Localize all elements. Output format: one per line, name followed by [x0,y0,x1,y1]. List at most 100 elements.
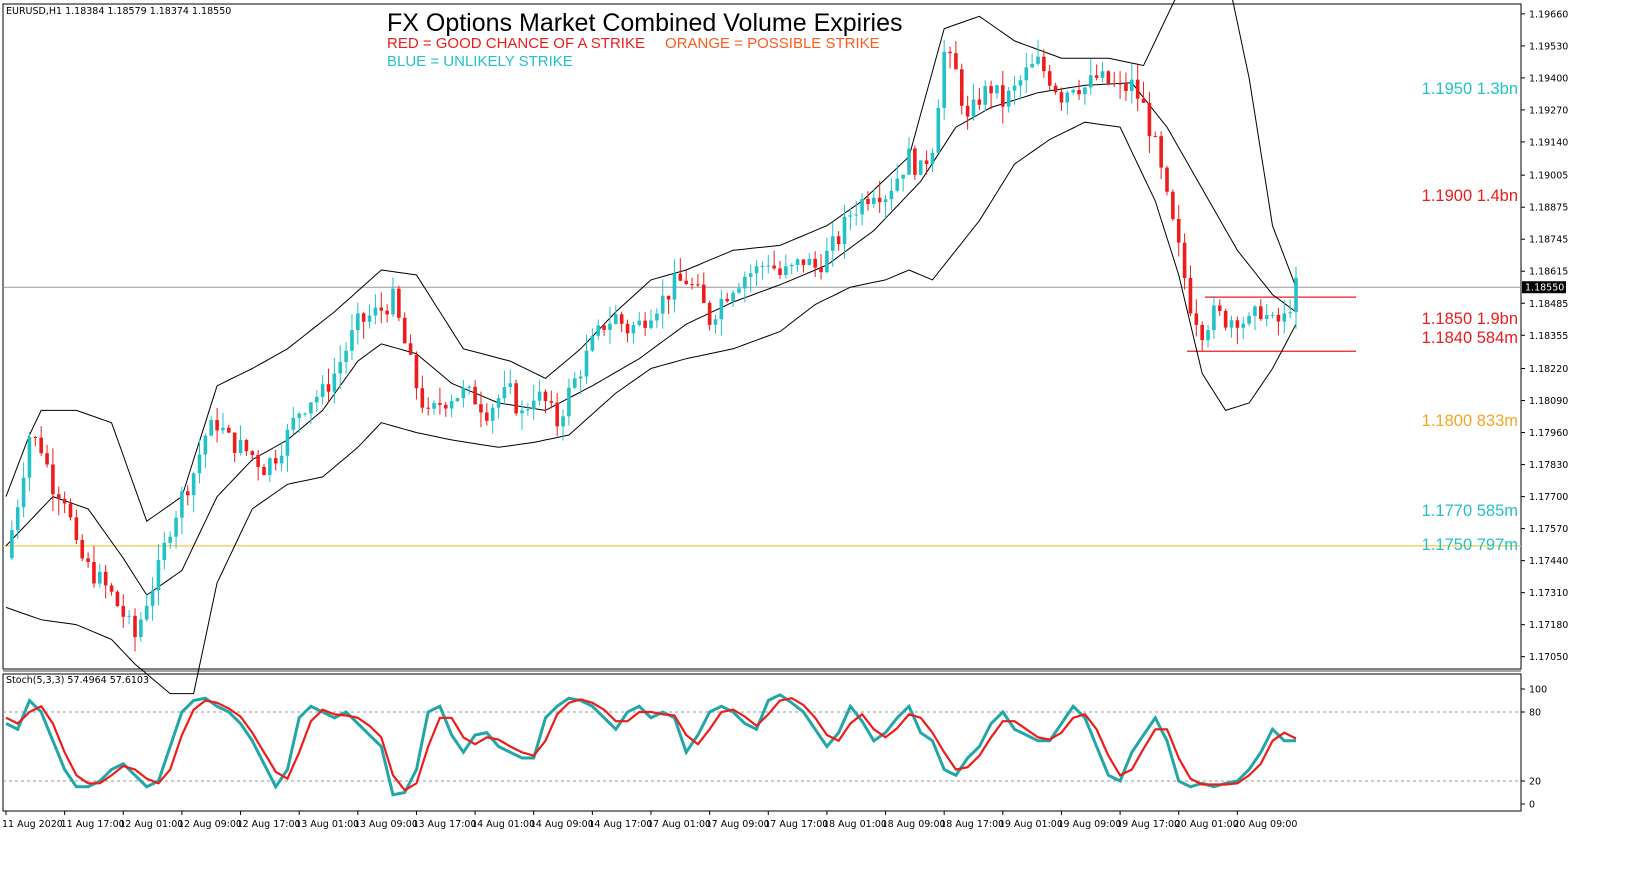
candle [1047,64,1052,90]
candle [913,145,917,180]
candle-body [531,400,536,410]
candle-body [526,409,530,411]
candle [918,160,923,176]
candle [156,544,161,606]
candle [1235,316,1240,345]
candle [68,498,73,521]
candle [713,314,718,334]
candle [297,412,301,434]
y-tick-label: 1.19140 [1529,137,1568,148]
candle [191,471,196,513]
candle-body [168,536,172,543]
candle-body [86,558,90,562]
candlesticks [10,39,1298,652]
candle-body [971,99,976,117]
candle [27,432,32,492]
candle-body [1153,136,1158,138]
legend-red: RED = GOOD CHANCE OF A STRIKE [387,35,645,52]
candle-body [209,420,214,436]
candle [197,439,202,484]
candle [1165,165,1169,196]
candle-body [578,376,583,379]
candle [467,384,472,395]
candle-body [520,410,524,414]
candle-body [1229,320,1234,328]
candle [543,389,548,414]
candle-body [338,362,343,374]
candle-body [1241,323,1246,328]
candle-body [432,403,436,409]
candle-body [1217,305,1222,311]
candle-body [479,404,483,413]
candle [520,400,524,431]
candle-body [273,458,278,464]
candle-body [309,402,313,414]
candle-body [1253,306,1257,316]
candle-body [866,199,870,204]
stoch-panel-frame [2,673,1522,812]
candle-body [713,319,718,325]
candle [350,314,354,361]
candle [1100,62,1105,83]
candle [1024,53,1029,94]
main-panel-frame [2,3,1522,670]
candle [367,304,372,329]
symbol-info: EURUSD,H1 1.18384 1.18579 1.18374 1.1855… [6,6,231,17]
candle [731,290,735,307]
candle [608,307,612,344]
x-tick-label: 14 Aug 17:00 [588,819,652,830]
candle-body [743,276,747,289]
candle [1276,307,1281,336]
candle-body [836,236,841,244]
expiry-label: 1.1770 585m [1422,502,1518,520]
candle [1030,53,1034,69]
candle-body [1059,92,1064,103]
x-tick-label: 20 Aug 09:00 [1233,819,1297,830]
candle [766,254,771,274]
x-tick-label: 14 Aug 01:00 [471,819,535,830]
candle [273,449,278,471]
candle-body [643,320,647,328]
y-tick-label: 1.17050 [1529,652,1568,663]
candle [1223,308,1228,331]
candle [1077,79,1081,100]
candle [531,384,536,420]
candle [168,531,172,549]
candle-body [924,160,929,164]
candle-body [696,284,700,286]
candle [1264,303,1269,327]
candle-body [1264,315,1269,319]
candle [784,254,788,279]
candle-body [690,284,694,286]
candle-body [543,391,548,402]
candle [1241,316,1246,340]
candle-body [1270,314,1275,316]
candle-body [1147,102,1152,137]
candle-body [954,53,958,70]
candle-body [449,401,454,409]
candle-body [989,86,993,94]
candle-body [748,273,753,277]
candle-body [68,503,73,518]
candle-body [760,265,765,267]
candle [121,594,126,628]
y-tick-label: 1.19005 [1529,171,1568,182]
candle [678,258,683,282]
candle [344,342,348,375]
candle-body [965,105,970,117]
candle-body [1106,71,1111,84]
candle-body [367,315,372,322]
expiry-label: 1.1850 1.9bn [1422,310,1518,328]
candle [977,87,982,110]
candle [1247,312,1251,327]
candle [930,148,935,173]
candle [590,328,595,353]
candle-body [285,429,290,456]
candle-body [443,404,448,409]
candle [291,406,296,435]
candle-body [162,542,167,561]
stoch-tick-label: 0 [1529,800,1535,811]
candle-body [51,464,55,495]
candle [443,402,448,417]
